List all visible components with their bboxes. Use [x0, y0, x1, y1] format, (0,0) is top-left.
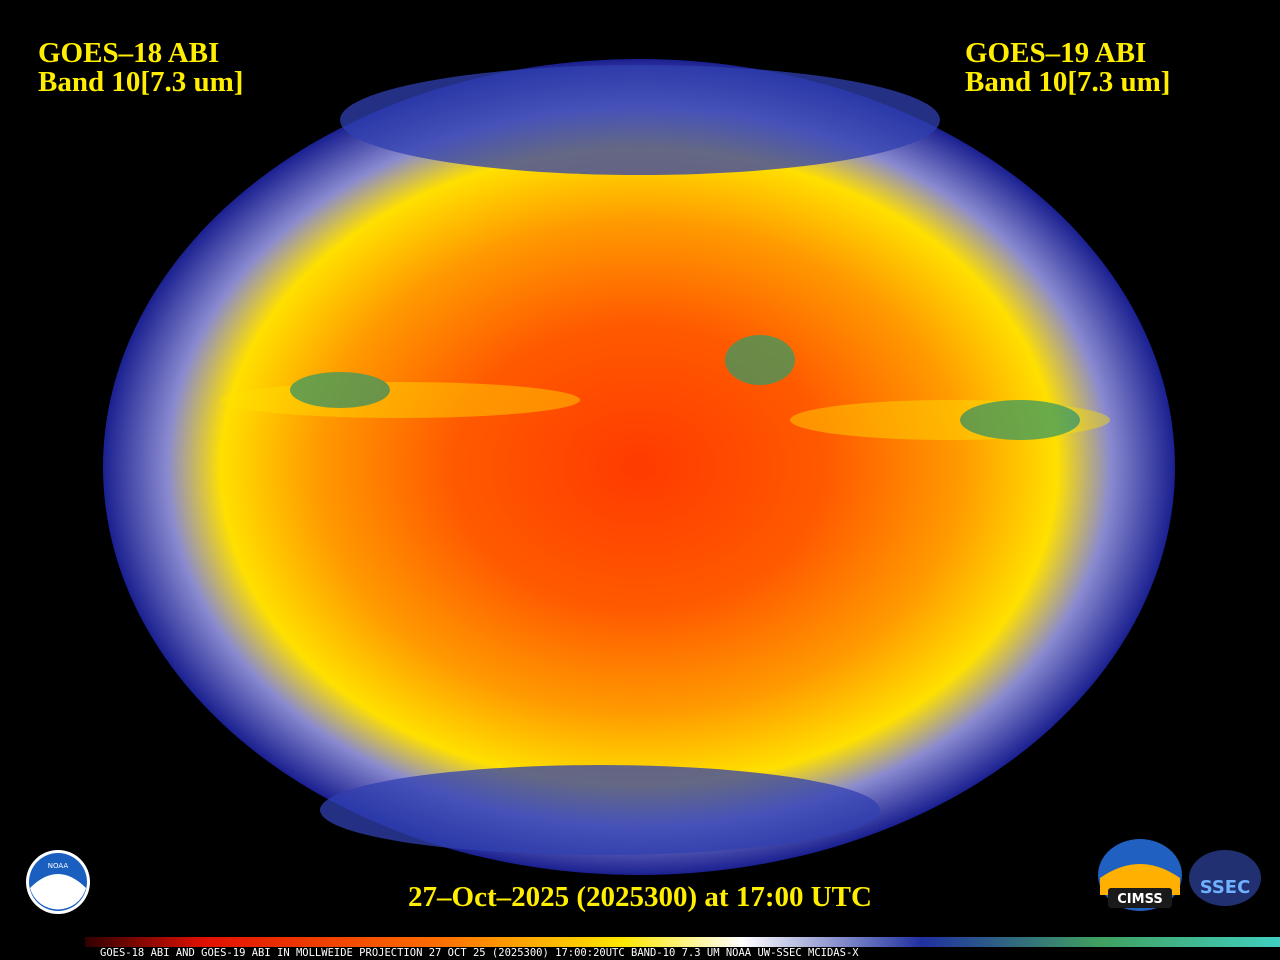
footer-caption: GOES-18 ABI AND GOES-19 ABI IN MOLLWEIDE… [100, 947, 859, 959]
logo-text: CIMSS [1117, 892, 1162, 907]
label: Band 10[7.3 um] [38, 66, 243, 98]
label: Band 10[7.3 um] [965, 66, 1170, 98]
label: GOES–18 ABI [38, 37, 219, 69]
noaa-logo: NOAA [26, 850, 90, 914]
logo-text: SSEC [1200, 877, 1251, 898]
cloud-bands [220, 65, 1110, 855]
ssec-logo: SSEC [1189, 850, 1261, 906]
color-bar [85, 937, 1280, 947]
cimss-logo: CIMSS [1098, 839, 1182, 911]
logo-text: NOAA [48, 862, 69, 870]
header-right: GOES–19 ABI Band 10[7.3 um] [965, 37, 1170, 98]
label: GOES–19 ABI [965, 37, 1146, 69]
header-left: GOES–18 ABI Band 10[7.3 um] [38, 37, 243, 98]
timestamp: 27–Oct–2025 (2025300) at 17:00 UTC [408, 881, 872, 913]
earth-disk [103, 59, 1175, 875]
